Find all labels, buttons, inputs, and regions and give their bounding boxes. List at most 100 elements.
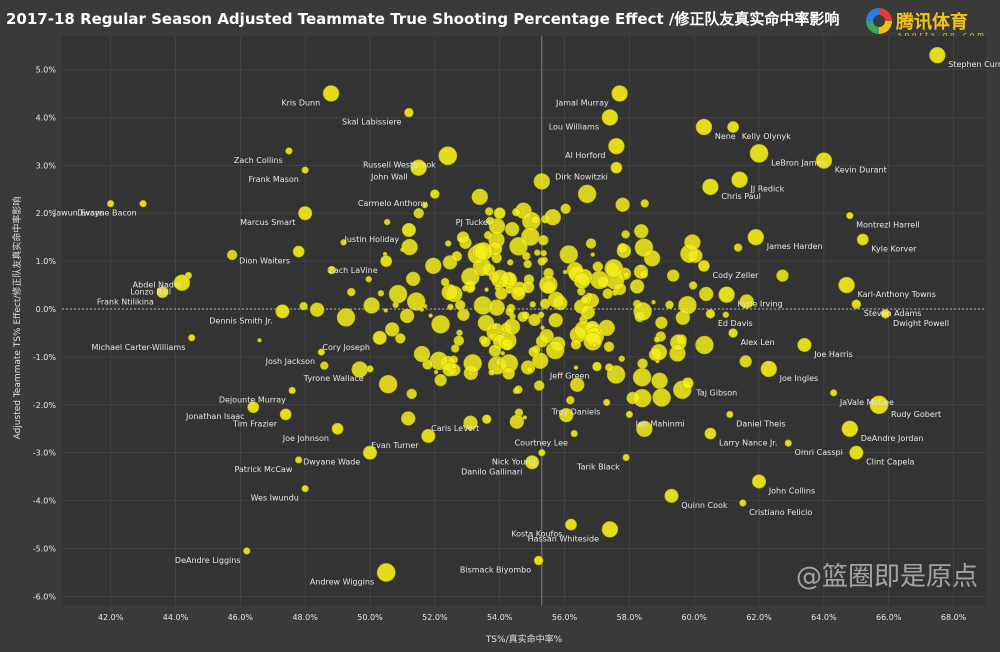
reference-lines bbox=[62, 36, 986, 606]
player-bubble bbox=[577, 184, 597, 204]
player-label: Dennis Smith Jr. bbox=[209, 316, 272, 325]
player-bubble bbox=[559, 407, 574, 423]
player-bubble bbox=[695, 335, 714, 355]
player-label: Ian Mahinmi bbox=[636, 419, 685, 428]
player-label: Cory Joseph bbox=[322, 343, 370, 352]
player-bubble-labeled bbox=[880, 309, 891, 319]
player-bubble bbox=[776, 269, 789, 282]
logo-subtext: sports.qq.com bbox=[898, 31, 987, 39]
player-bubble bbox=[488, 332, 496, 340]
player-label: Al Horford bbox=[565, 151, 605, 160]
player-bubble-labeled bbox=[362, 445, 378, 460]
player-bubble bbox=[634, 223, 649, 239]
player-bubble bbox=[456, 329, 463, 336]
player-bubble bbox=[592, 261, 604, 272]
player-bubble-labeled bbox=[849, 445, 864, 460]
player-bubble bbox=[488, 369, 495, 376]
player-bubble-labeled bbox=[603, 398, 611, 407]
player-bubble-labeled bbox=[247, 401, 260, 414]
player-bubble bbox=[378, 374, 398, 394]
player-bubble-labeled bbox=[731, 171, 748, 188]
player-bubble-labeled bbox=[702, 178, 719, 196]
player-bubble bbox=[336, 308, 356, 327]
player-bubble bbox=[618, 355, 625, 362]
player-bubble bbox=[501, 338, 514, 351]
player-bubble bbox=[722, 311, 730, 318]
player-bubble bbox=[548, 312, 563, 328]
y-tick-label: 4.0% bbox=[36, 113, 57, 122]
player-bubble bbox=[340, 239, 347, 246]
x-tick-label: 68.0% bbox=[941, 613, 967, 622]
player-bubble bbox=[490, 269, 510, 289]
player-bubble-labeled bbox=[317, 348, 325, 356]
player-label: Dwight Powell bbox=[893, 319, 949, 328]
y-tick-label: -6.0% bbox=[33, 592, 57, 601]
player-bubble-labeled bbox=[565, 518, 577, 531]
player-bubble bbox=[739, 355, 752, 368]
player-bubble bbox=[451, 251, 463, 262]
x-tick-label: 52.0% bbox=[422, 613, 448, 622]
x-tick-label: 64.0% bbox=[811, 613, 837, 622]
y-tick-label: 2.0% bbox=[36, 209, 57, 218]
x-axis-ticks: 42.0% 44.0% 46.0% 48.0% 50.0% 52.0% 54.0% 56.0%… bbox=[98, 613, 967, 622]
player-label: Ed Davis bbox=[718, 319, 753, 328]
y-axis-ticks: 5.0% 4.0% 3.0% 2.0% 1.0% 0.0% -1.0% -2.0% -3.0% -… bbox=[33, 66, 57, 602]
player-bubble-labeled bbox=[421, 428, 436, 444]
player-bubble bbox=[421, 201, 429, 209]
player-bubble bbox=[457, 308, 470, 322]
player-bubble-labeled bbox=[279, 408, 292, 421]
player-bubble bbox=[528, 313, 541, 327]
player-bubble-labeled bbox=[376, 563, 396, 582]
player-bubble bbox=[521, 251, 531, 261]
player-bubble bbox=[637, 358, 648, 369]
player-bubble bbox=[471, 188, 489, 206]
player-bubble bbox=[566, 395, 575, 405]
player-bubble-labeled bbox=[570, 429, 578, 438]
player-bubble-labeled bbox=[705, 309, 716, 319]
player-bubble-labeled bbox=[747, 228, 765, 246]
player-bubble bbox=[592, 343, 597, 348]
player-bubble-labeled bbox=[728, 328, 738, 338]
player-label: DeAndre Liggins bbox=[175, 556, 241, 565]
player-label: Kris Dunn bbox=[281, 98, 320, 107]
player-bubble bbox=[684, 234, 701, 251]
player-bubble bbox=[406, 292, 426, 311]
player-bubble bbox=[441, 284, 458, 301]
y-tick-label: 1.0% bbox=[36, 257, 57, 266]
player-bubble bbox=[623, 271, 630, 279]
player-label: Kelly Olynyk bbox=[742, 132, 792, 141]
player-bubble-labeled bbox=[533, 555, 544, 566]
player-bubble bbox=[413, 345, 431, 363]
player-label: Tarik Black bbox=[576, 463, 620, 472]
player-bubble-labeled bbox=[404, 107, 414, 118]
player-label: Skal Labissiere bbox=[342, 118, 401, 127]
player-bubble bbox=[540, 249, 547, 257]
player-label: John Wall bbox=[370, 173, 408, 182]
player-label: Troy Daniels bbox=[551, 407, 601, 416]
player-bubble bbox=[632, 388, 652, 408]
y-axis-label: Adjusted Teammate TS% Effect/修正队友真实命中率影响 bbox=[11, 197, 23, 440]
player-bubble-labeled bbox=[856, 233, 869, 246]
player-bubble bbox=[509, 414, 525, 429]
player-bubble bbox=[491, 323, 498, 330]
player-bubble bbox=[488, 344, 502, 358]
player-bubble bbox=[488, 299, 505, 316]
player-label: Evan Turner bbox=[371, 441, 419, 450]
player-bubble bbox=[447, 303, 454, 311]
player-bubble-labeled bbox=[749, 144, 769, 163]
player-bubble bbox=[363, 297, 380, 314]
player-bubble bbox=[477, 314, 495, 332]
x-tick-label: 44.0% bbox=[163, 613, 189, 622]
player-label: Jeff Green bbox=[549, 372, 590, 381]
player-bubble bbox=[399, 308, 415, 324]
x-tick-label: 50.0% bbox=[357, 613, 383, 622]
player-bubble bbox=[521, 280, 535, 294]
player-bubble bbox=[428, 313, 433, 318]
player-bubble bbox=[327, 265, 336, 275]
player-label: JaVale McGee bbox=[839, 398, 894, 407]
player-bubble-labeled bbox=[610, 161, 623, 174]
player-bubble bbox=[621, 230, 630, 239]
player-bubble-labeled bbox=[681, 377, 694, 390]
player-bubble bbox=[652, 388, 671, 407]
player-label: John Collins bbox=[768, 486, 815, 495]
